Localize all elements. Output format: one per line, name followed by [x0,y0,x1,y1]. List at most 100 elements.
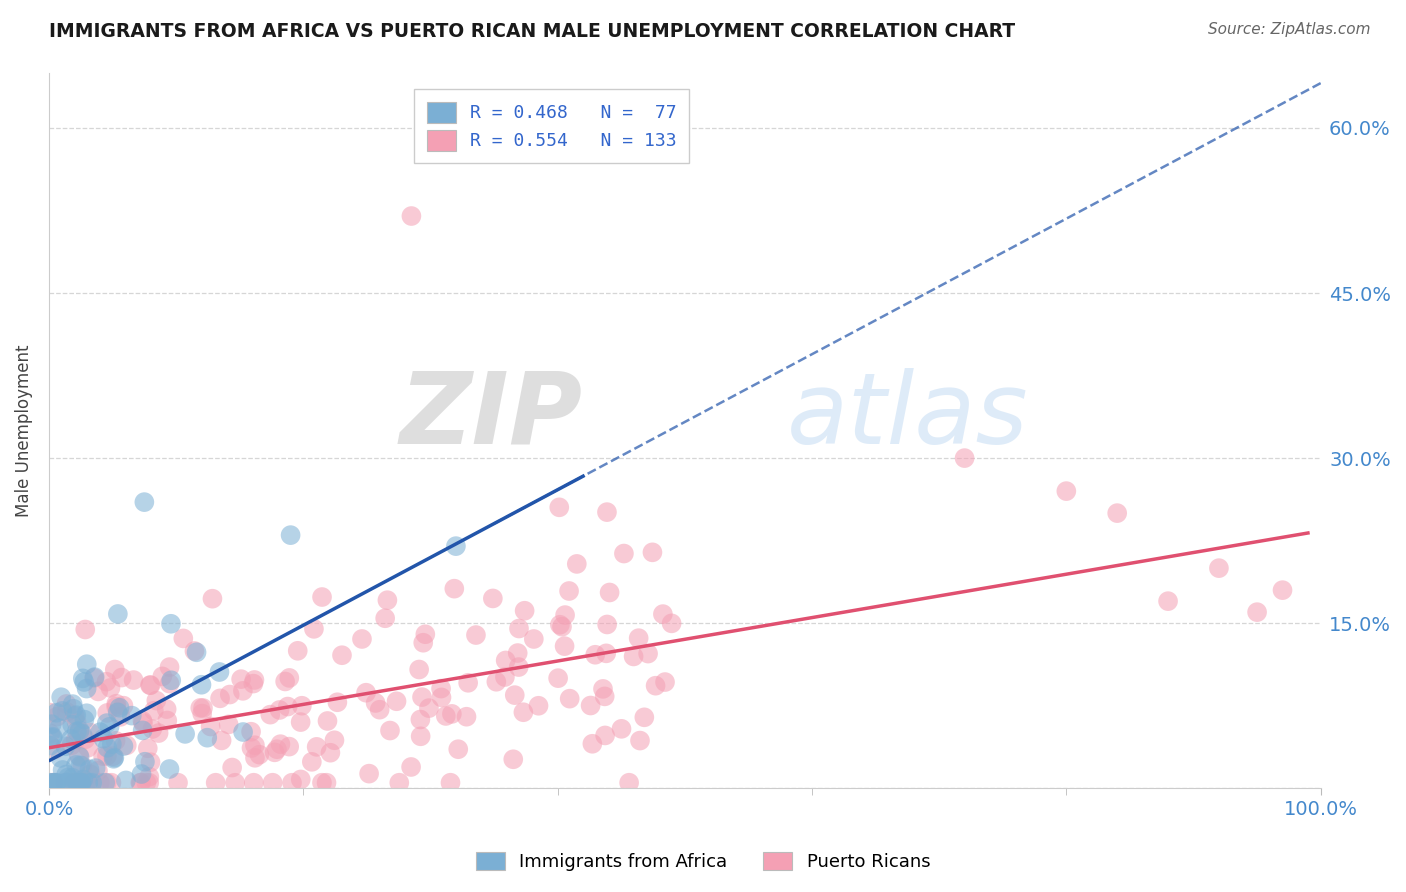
Point [183,644,205,658]
Point [60,738,83,752]
Point [65,732,87,747]
Point [301,755,323,769]
Point [644,679,666,693]
Point [558,691,581,706]
Point [368,703,391,717]
Point [280,528,302,542]
Point [506,646,529,660]
Point [115,773,138,788]
Point [508,660,530,674]
Point [277,699,299,714]
Point [311,590,333,604]
Point [1246,605,1268,619]
Point [41,717,63,731]
Point [60,731,83,746]
Point [495,653,517,667]
Point [443,582,465,596]
Point [385,694,408,708]
Point [494,670,516,684]
Point [96,674,118,689]
Point [1054,484,1077,499]
Point [72,775,94,789]
Point [65,715,87,730]
Point [512,705,534,719]
Point [56,775,79,789]
Point [44,742,66,756]
Point [131,767,153,781]
Point [51,704,73,718]
Point [104,733,127,747]
Point [359,766,381,780]
Point [103,750,125,764]
Point [72,772,94,787]
Point [513,604,536,618]
Point [77,740,100,755]
Point [67,748,90,763]
Point [174,727,197,741]
Point [67,724,90,739]
Point [75,732,97,747]
Point [105,697,128,711]
Point [456,709,478,723]
Point [595,646,617,660]
Point [1208,561,1230,575]
Point [65,708,87,723]
Point [633,710,655,724]
Point [610,722,633,736]
Point [112,739,135,753]
Point [62,697,84,711]
Point [69,723,91,738]
Text: ZIP: ZIP [401,368,583,465]
Point [39,726,62,740]
Point [502,752,524,766]
Point [195,731,218,745]
Point [129,775,152,789]
Point [98,720,121,734]
Point [503,688,526,702]
Point [52,763,75,777]
Point [527,698,550,713]
Point [76,706,98,721]
Point [281,775,304,789]
Point [159,660,181,674]
Point [89,775,111,789]
Point [93,731,115,746]
Point [91,749,114,764]
Y-axis label: Male Unemployment: Male Unemployment [15,344,32,516]
Point [204,775,226,789]
Point [42,775,65,789]
Point [412,636,434,650]
Point [290,715,312,730]
Point [69,758,91,772]
Point [242,775,264,789]
Point [354,686,377,700]
Point [316,714,339,728]
Point [62,702,84,716]
Point [70,775,93,789]
Point [87,684,110,698]
Point [55,705,77,719]
Point [56,771,79,785]
Point [508,622,530,636]
Point [75,623,97,637]
Point [77,775,100,789]
Point [53,775,76,789]
Point [65,775,87,789]
Point [134,755,156,769]
Point [39,739,62,753]
Point [115,739,138,753]
Point [224,775,246,789]
Point [291,698,314,713]
Point [523,632,546,646]
Point [240,740,263,755]
Point [243,751,266,765]
Point [1271,583,1294,598]
Point [266,742,288,756]
Point [208,665,231,679]
Point [547,671,569,685]
Point [55,697,77,711]
Point [593,728,616,742]
Point [287,644,309,658]
Point [350,632,373,646]
Point [408,663,430,677]
